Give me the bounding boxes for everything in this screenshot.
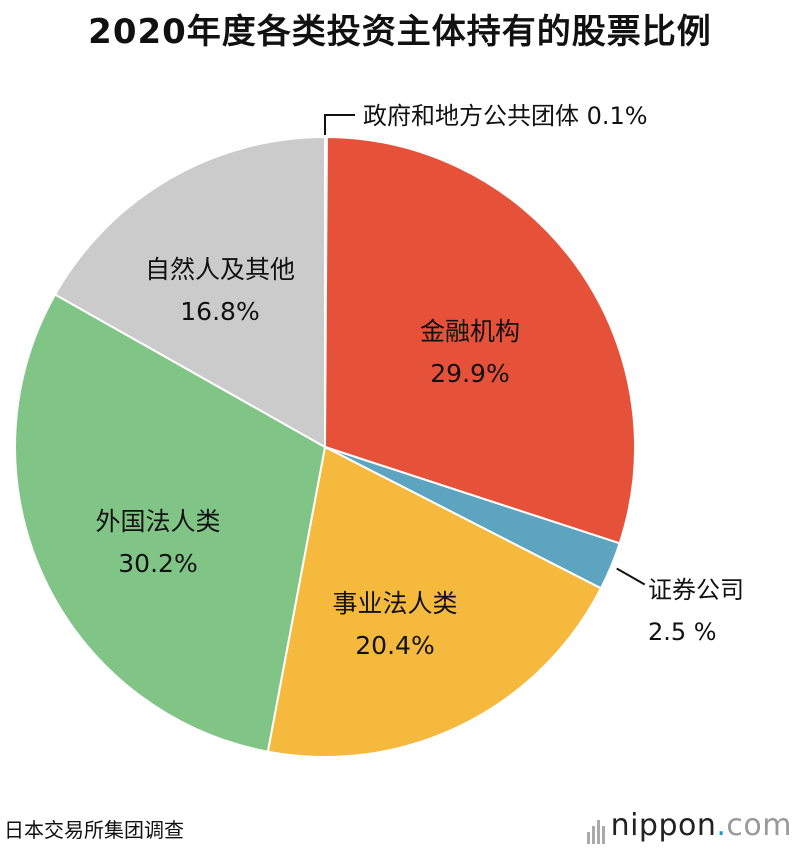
pie-slice-5 [53,135,326,449]
pie-slice-3 [266,445,603,758]
brand-logo: nippon.com [586,808,792,844]
slice-value-label: 20.4% [355,631,434,660]
callout-line [324,114,355,135]
pie-labels: 政府和地方公共团体 0.1% 金融机构 29.9% 证券公司 2.5 % 事业法人类 20.… [95,102,744,660]
pie-slice-1 [323,135,636,545]
slice-name-label: 自然人及其他 [145,255,295,284]
brand-name: nippon [610,808,717,843]
brand-dot: . [716,808,727,843]
source-note: 日本交易所集团调查 [4,818,184,842]
chart-title: 2020年度各类投资主体持有的股票比例 [88,12,712,52]
pie-slices [14,135,636,758]
callout-label-securities-name: 证券公司 [648,576,744,604]
callout-line [616,567,646,586]
slice-value-label: 16.8% [180,297,259,326]
callout-label-government: 政府和地方公共团体 0.1% [363,102,648,130]
slice-name-label: 金融机构 [420,317,520,346]
pie-slice-4 [14,293,327,753]
callout-label-securities-value: 2.5 % [648,618,717,646]
brand-bars-icon [586,809,607,844]
brand-tld: com [726,808,792,843]
slice-value-label: 29.9% [430,359,509,388]
slice-value-label: 30.2% [118,549,197,578]
slice-name-label: 事业法人类 [332,589,457,618]
slice-name-label: 外国法人类 [95,507,220,536]
